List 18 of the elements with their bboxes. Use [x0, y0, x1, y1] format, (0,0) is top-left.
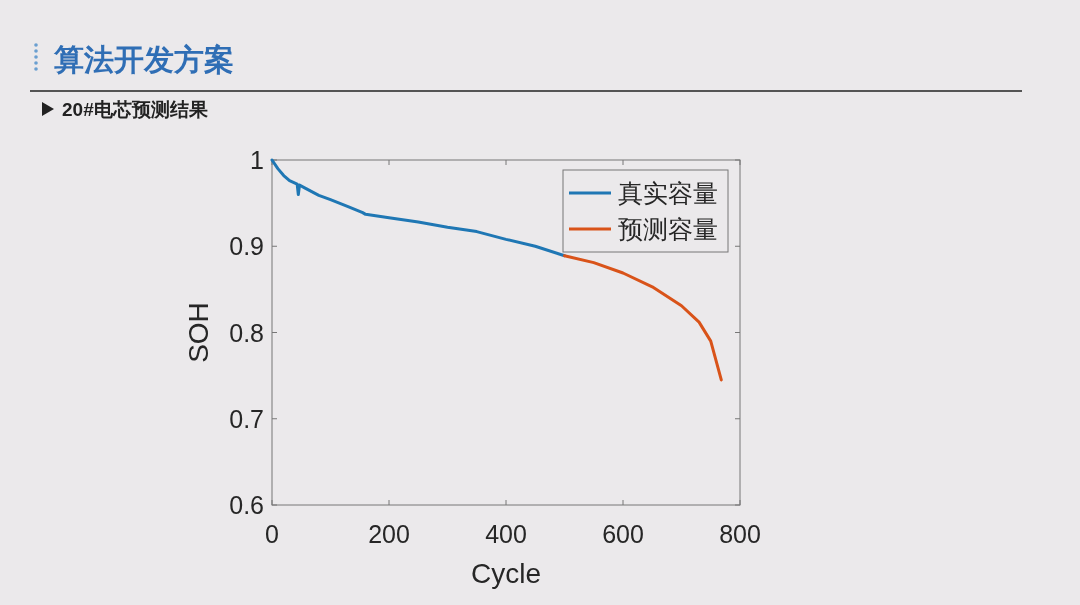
y-tick-label: 0.8 — [229, 318, 264, 347]
x-tick-label: 800 — [719, 520, 761, 548]
y-tick-label: 0.7 — [229, 404, 264, 433]
line-series — [270, 158, 566, 258]
y-tick-label: 1 — [250, 146, 264, 174]
chart-title: 算法开发方案 — [53, 43, 234, 76]
x-tick-label: 0 — [265, 520, 279, 548]
y-axis-title: SOH — [183, 302, 214, 363]
x-tick-label: 200 — [368, 520, 410, 548]
y-tick-label: 0.9 — [229, 232, 264, 261]
x-tick-label: 400 — [485, 520, 527, 548]
x-tick-label: 600 — [602, 520, 644, 548]
x-axis-title: Cycle — [470, 558, 542, 589]
chart-subtitle: 20#电芯预测结果 — [62, 99, 209, 120]
line-series — [563, 254, 723, 382]
legend-label: 预测容量 — [618, 215, 718, 243]
legend-label: 真实容量 — [618, 179, 718, 207]
y-tick-label: 0.6 — [229, 491, 264, 519]
